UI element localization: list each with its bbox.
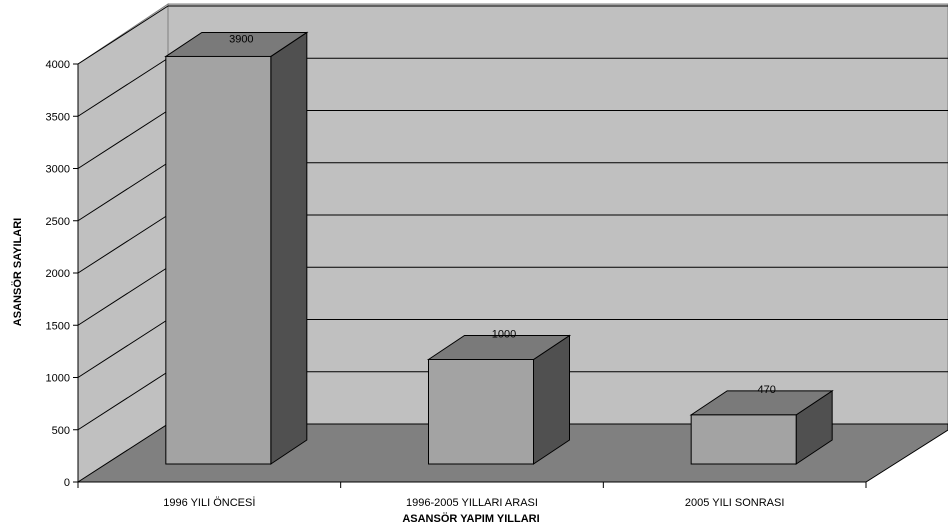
y-tick-label: 1500	[46, 320, 70, 332]
gridline	[77, 266, 169, 326]
y-tick-label: 4000	[46, 59, 70, 71]
gridline	[77, 371, 169, 431]
y-axis-title: ASANSÖR SAYILARI	[11, 218, 24, 326]
y-tick-label: 3000	[46, 164, 70, 176]
y-tick-label: 0	[64, 477, 70, 489]
x-axis-title: ASANSÖR YAPIM YILLARI	[402, 512, 539, 525]
bar	[164, 31, 309, 465]
bar-value-label: 1000	[492, 329, 516, 341]
side-wall	[77, 3, 169, 483]
x-tick-label: 1996-2005 YILLARI ARASI	[406, 497, 538, 509]
y-tick-label: 500	[52, 425, 70, 437]
gridline	[77, 5, 169, 65]
x-tick-label: 2005 YILI SONRASI	[685, 497, 784, 509]
bars	[164, 31, 834, 465]
bar	[689, 389, 834, 465]
bar	[426, 334, 572, 465]
gridline	[77, 57, 169, 117]
gridline	[77, 319, 169, 378]
bar-front	[165, 55, 272, 465]
y-axis-ticks: 0 500 1000 1500 2000 2500 3000 3500 4000	[46, 59, 78, 489]
x-tick-label: 1996 YILI ÖNCESİ	[163, 496, 255, 509]
bar-front	[690, 414, 797, 465]
y-tick-label: 2000	[46, 268, 70, 280]
data-labels: 3900 1000 470	[229, 33, 776, 395]
bar-value-label: 3900	[229, 33, 253, 45]
bar-value-label: 470	[757, 384, 775, 396]
y-tick-label: 2500	[46, 216, 70, 228]
y-tick-label: 3500	[46, 111, 70, 123]
bar-front	[428, 359, 534, 465]
bar-side	[270, 31, 308, 465]
x-axis-ticks: 1996 YILI ÖNCESİ 1996-2005 YILLARI ARASI 2…	[77, 482, 867, 509]
gridline	[77, 162, 169, 222]
gridline	[77, 110, 169, 169]
y-tick-label: 1000	[46, 373, 70, 385]
gridline	[77, 214, 169, 274]
